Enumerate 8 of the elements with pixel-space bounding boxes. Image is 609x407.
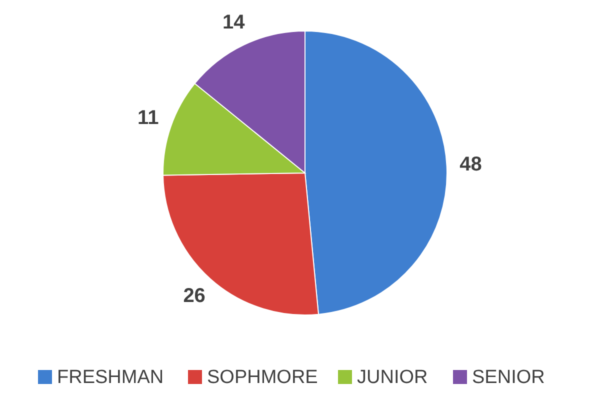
data-label: 14 xyxy=(222,11,246,34)
legend-label: FRESHMAN xyxy=(57,367,164,388)
data-label: 11 xyxy=(138,106,159,129)
legend-label: JUNIOR xyxy=(357,367,428,388)
legend-label: SENIOR xyxy=(472,367,545,388)
legend-label: SOPHMORE xyxy=(207,367,318,388)
data-label: 26 xyxy=(183,284,206,307)
data-label: 48 xyxy=(460,153,482,176)
